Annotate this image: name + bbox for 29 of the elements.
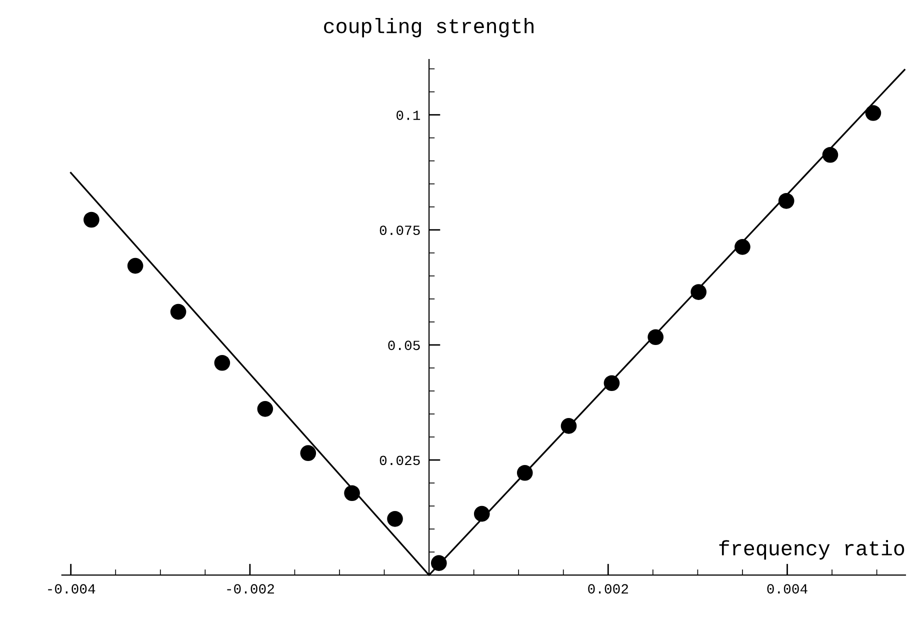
point	[127, 258, 144, 274]
point	[430, 555, 447, 571]
point	[865, 105, 882, 121]
point	[257, 400, 274, 417]
point	[516, 464, 533, 481]
point	[84, 212, 100, 228]
x-tick-label: 0.004	[767, 584, 808, 594]
point	[648, 329, 664, 346]
x-tick-label: -0.004	[48, 584, 96, 594]
x-tick-label: 0.002	[588, 584, 628, 594]
y-axis-title: coupling strength	[324, 18, 534, 38]
y-tick-label: 0.1	[396, 110, 420, 120]
point	[778, 192, 794, 209]
point	[170, 304, 186, 320]
point	[560, 418, 577, 434]
y-tick-label: 0.025	[380, 456, 420, 466]
x-axis-title: frequency ratio	[719, 540, 904, 560]
point	[734, 239, 750, 255]
point	[690, 284, 707, 300]
y-tick-label: 0.075	[380, 226, 420, 236]
point	[822, 146, 838, 163]
point	[387, 510, 403, 527]
y-tick-label: 0.05	[388, 340, 420, 350]
point	[300, 445, 316, 462]
x-tick-label: -0.002	[227, 584, 274, 594]
point	[344, 485, 360, 502]
point	[474, 506, 490, 522]
point	[214, 354, 230, 371]
point	[604, 375, 620, 392]
